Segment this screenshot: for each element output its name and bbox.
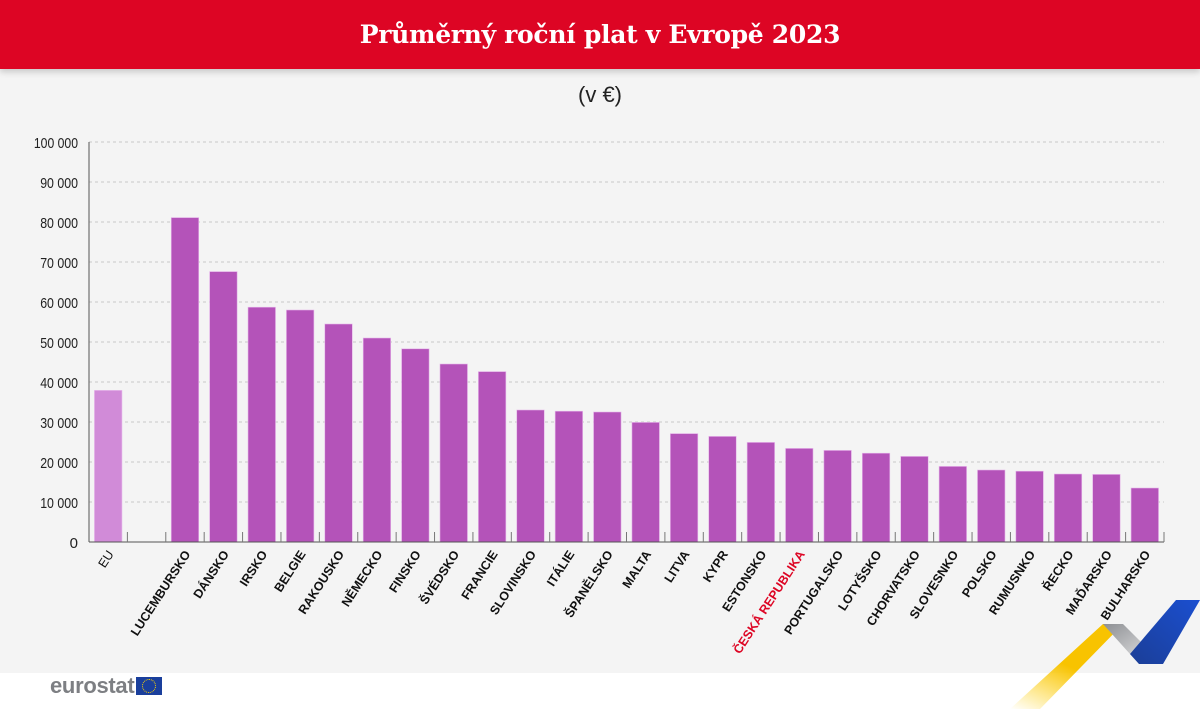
y-tick-label: 100 000 [34, 135, 78, 152]
bar-švédsko [439, 363, 468, 543]
bar-slovesnko [938, 466, 967, 543]
decorative-ribbon [1010, 600, 1200, 709]
x-tick-label: BELGIE [272, 548, 309, 595]
x-tick-label: IRSKO [237, 548, 270, 589]
eurostat-wordmark: eurostat [50, 673, 135, 698]
x-tick-label: KYPR [700, 548, 731, 585]
x-tick-label: ČESKÁ REPUBLIKA [730, 547, 808, 656]
bar-itálie [554, 410, 583, 543]
bar-lucembursko [170, 217, 200, 543]
x-tick-label: LUCEMBURSKO [128, 548, 194, 639]
y-tick-label: 80 000 [40, 215, 78, 232]
bar-španělsko [593, 411, 622, 543]
x-tick-label: DÁNSKO [190, 547, 232, 601]
ribbon-blue [1130, 600, 1200, 664]
x-tick-label: MALTA [620, 548, 655, 591]
bar-polsko [977, 469, 1006, 543]
bar-rumusnko [1015, 470, 1044, 543]
eurostat-logo: eurostat [50, 673, 163, 699]
bar-finsko [401, 348, 430, 543]
bar-česká republika [785, 448, 814, 543]
y-tick-label: 0 [70, 535, 78, 552]
bar-slovinsko [516, 409, 545, 543]
bar-kypr [708, 436, 737, 543]
bar-chorvatsko [900, 456, 929, 543]
title-banner: Průměrný roční plat v Evropě 2023 [0, 0, 1200, 69]
y-tick-label: 60 000 [40, 295, 78, 312]
bar-litva [670, 433, 699, 543]
x-tick-label: EU [96, 548, 117, 570]
x-tick-label: FRANCIE [459, 548, 501, 602]
x-tick-label: LITVA [662, 548, 693, 585]
bar-bulharsko [1130, 487, 1159, 543]
bar-německo [362, 337, 391, 543]
eu-flag-icon [136, 677, 163, 695]
bar-irsko [247, 306, 276, 543]
y-axis-ticks: 0 10 000 20 000 30 000 40 000 50 000 60 000 70 … [34, 135, 78, 552]
y-tick-label: 40 000 [40, 375, 78, 392]
bar-francie [478, 371, 507, 543]
bar-rakousko [324, 323, 353, 543]
bar-malta [631, 422, 660, 543]
bar-řecko [1053, 473, 1083, 543]
bar-lotyšsko [862, 452, 891, 543]
bar-eu [94, 390, 123, 543]
bar-belgie [286, 309, 315, 543]
y-tick-label: 30 000 [40, 415, 78, 432]
chart-title: Průměrný roční plat v Evropě 2023 [359, 20, 841, 49]
chart-subtitle: (v €) [578, 82, 622, 107]
x-tick-label: ŘECKO [1039, 547, 1076, 593]
bar-portugalsko [823, 450, 852, 543]
y-tick-label: 90 000 [40, 175, 78, 192]
bar-maďarsko [1092, 474, 1121, 543]
x-tick-label: FINSKO [386, 548, 424, 595]
axes [88, 142, 1165, 543]
bars [94, 217, 1159, 543]
x-tick-label: ITÁLIE [543, 547, 577, 588]
y-tick-label: 50 000 [40, 335, 78, 352]
x-tick-label: POLSKO [959, 548, 1000, 600]
bar-dánsko [209, 271, 238, 543]
ribbon-yellow [1010, 624, 1123, 709]
bar-estonsko [746, 442, 775, 543]
y-tick-label: 20 000 [40, 455, 78, 472]
y-tick-label: 10 000 [40, 495, 78, 512]
chart-panel [0, 69, 1200, 673]
y-tick-label: 70 000 [40, 255, 78, 272]
